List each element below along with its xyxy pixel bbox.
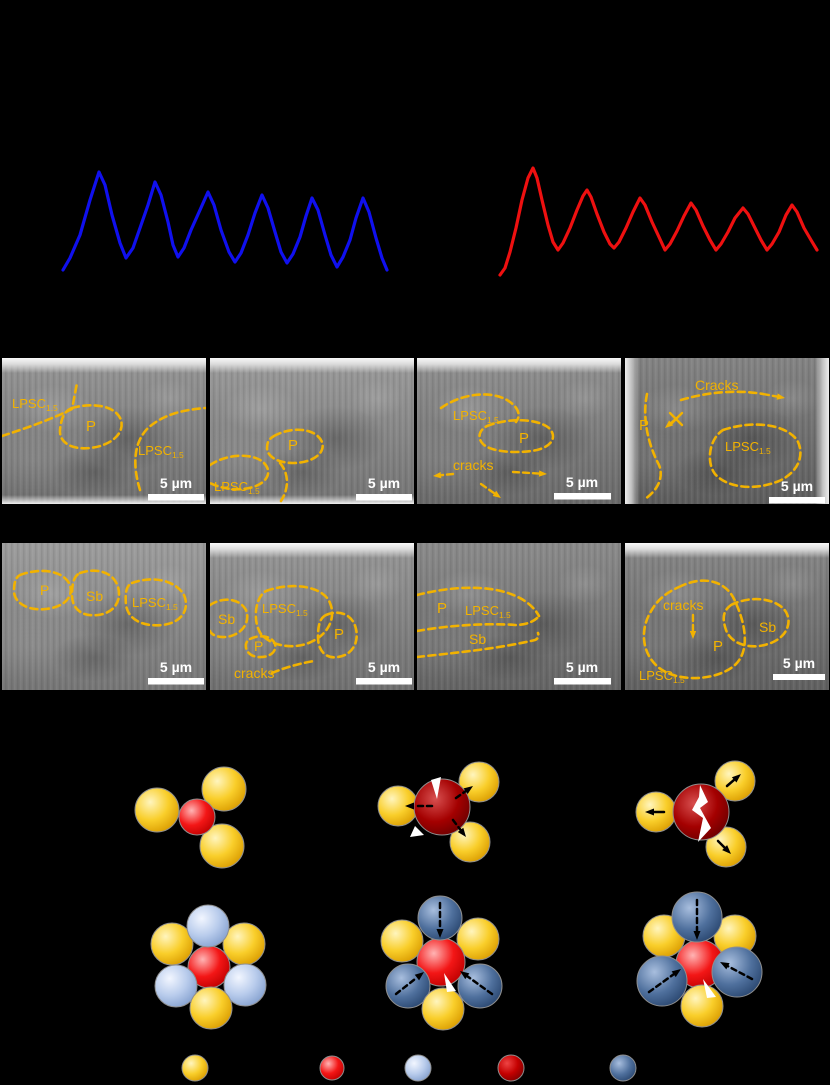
scale-bar (356, 678, 412, 685)
arrow-line (479, 482, 496, 495)
annotation-label: P (40, 582, 49, 598)
scale-bar (769, 497, 825, 504)
scale-bar-label: 5 µm (160, 659, 192, 675)
dashed-outline (58, 404, 123, 450)
annotation-label: LPSC1.5 (725, 439, 771, 456)
annotation-overlay: cracks Sb P LPSC1.5 5 µm (639, 579, 825, 685)
scale-bar (773, 674, 825, 680)
annotation-label: Sb (218, 611, 235, 627)
annotation-label: LPSC1.5 (138, 443, 184, 460)
arrowhead-icon (492, 490, 501, 498)
arrowhead-icon (665, 420, 674, 428)
scale-bar (148, 494, 204, 501)
scale-bar-label: 5 µm (781, 478, 813, 494)
scale-bar-label: 5 µm (160, 475, 192, 491)
dashed-outline (12, 569, 73, 611)
scale-bar-label: 5 µm (368, 475, 400, 491)
dashed-outline (722, 597, 790, 648)
dashed-outline (417, 631, 540, 659)
annotation-label: P (437, 600, 447, 617)
sem-panel-row2-col3: P LPSC1.5 Sb 5 µm (417, 543, 621, 690)
annotation-label: LPSC1.5 (262, 601, 308, 618)
annotation-label: cracks (234, 665, 274, 681)
scale-bar (148, 678, 204, 685)
annotation-label: P (288, 437, 298, 454)
dashed-outline (417, 614, 541, 633)
scale-bar-label: 5 µm (566, 474, 598, 490)
annotation-label: LPSC1.5 (465, 603, 511, 620)
annotation-overlay: P LPSC1.5 5 µm (210, 428, 412, 503)
dashed-outline (278, 461, 289, 503)
annotation-overlay: P LPSC1.5 Sb 5 µm (417, 586, 611, 685)
dashed-outline (642, 579, 747, 680)
arrow-line (761, 392, 779, 398)
dashed-outline (679, 390, 765, 402)
scale-bar-label: 5 µm (566, 659, 598, 675)
arrow-line (439, 472, 455, 477)
annotation-label: P (254, 638, 263, 654)
arrow-line (511, 470, 541, 475)
arrowhead-icon (776, 393, 785, 400)
arrowhead-icon (538, 470, 547, 477)
annotation-label: LPSC1.5 (214, 479, 260, 496)
dashed-outline (244, 634, 277, 659)
annotation-label: LPSC1.5 (132, 595, 178, 612)
scale-bar-label: 5 µm (368, 659, 400, 675)
scale-bar (356, 494, 412, 501)
annotation-label: Sb (469, 631, 486, 647)
annotation-label: cracks (453, 457, 493, 473)
dashed-outline (643, 392, 663, 501)
annotation-label: Sb (759, 619, 776, 635)
annotation-label: P (86, 418, 96, 435)
annotation-label: LPSC1.5 (453, 408, 499, 425)
sem-panel-row2-col1: P Sb LPSC1.5 5 µm (2, 543, 206, 690)
scale-bar (554, 493, 611, 500)
dashed-outline (210, 454, 270, 491)
annotation-label: cracks (663, 597, 703, 613)
arrowhead-icon (689, 631, 697, 639)
arrowhead-icon (433, 472, 442, 479)
annotation-label: P (713, 638, 723, 655)
annotation-label: LPSC1.5 (12, 396, 58, 413)
annotation-label: P (639, 417, 649, 434)
dashed-outline (70, 569, 121, 617)
dashed-outline (316, 611, 358, 659)
annotation-overlay: LPSC1.5 P LPSC1.5 5 µm (2, 381, 206, 501)
arrow-line (669, 416, 679, 425)
sem-panel-row1-col1: LPSC1.5 P LPSC1.5 5 µm (2, 358, 206, 504)
scale-bar (554, 678, 611, 685)
dashed-outline (270, 659, 316, 675)
annotation-label: P (519, 430, 529, 447)
dashed-outline (708, 423, 802, 489)
scale-bar-label: 5 µm (783, 655, 815, 671)
dashed-outline (254, 584, 334, 648)
dashed-outline (210, 598, 249, 639)
annotation-label: P (334, 626, 344, 643)
annotation-label: LPSC1.5 (639, 668, 685, 685)
dashed-outline (124, 578, 188, 627)
dashed-outline (439, 393, 520, 424)
annotation-overlay: Cracks P LPSC1.5 5 µm (639, 377, 825, 504)
sem-panel-row2-col4: cracks Sb P LPSC1.5 5 µm (625, 543, 829, 690)
dashed-outline (417, 586, 541, 618)
annotation-overlay: P Sb LPSC1.5 5 µm (12, 569, 204, 685)
annotation-label: Cracks (695, 377, 739, 393)
sem-panel-row1-col2: P LPSC1.5 5 µm (210, 358, 414, 504)
dashed-outline (265, 428, 324, 465)
dashed-outline (478, 418, 555, 454)
annotation-label: Sb (86, 588, 103, 604)
dashed-outline (134, 406, 206, 492)
sem-panel-row1-col4: Cracks P LPSC1.5 5 µm (625, 358, 829, 504)
